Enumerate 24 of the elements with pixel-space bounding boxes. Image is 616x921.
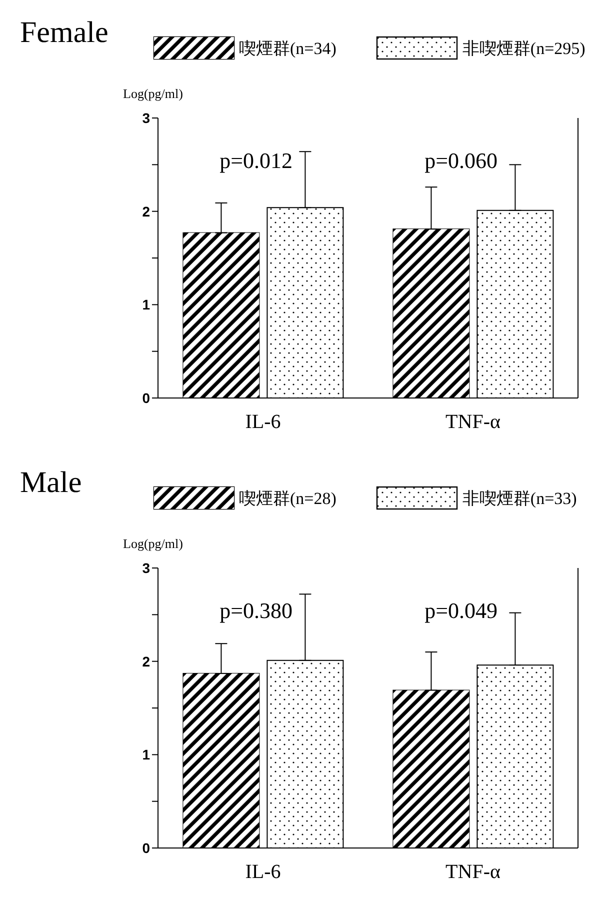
legend-label: 非喫煙群(n=295) (462, 38, 586, 60)
annotation: p=0.049 (424, 598, 498, 624)
y-tick-label: 0 (142, 390, 150, 406)
x-tick-label: TNF-α (446, 861, 501, 883)
y-tick-label: 0 (142, 840, 150, 856)
y-tick-label: 2 (142, 653, 150, 670)
y-tick-label: 1 (142, 746, 150, 763)
annotation: p=0.012 (218, 148, 292, 174)
x-tick-label: TNF-α (446, 411, 501, 433)
y-tick-label: 2 (142, 203, 150, 220)
legend-label: 喫煙群(n=34) (239, 38, 336, 60)
annotation: p=0.060 (424, 148, 498, 174)
y-axis-title: Log(pg/ml) (123, 536, 183, 552)
chart-title: Female (20, 16, 108, 50)
y-tick-label: 3 (142, 110, 150, 126)
legend-label: 喫煙群(n=28) (239, 488, 336, 510)
y-tick-label: 3 (142, 560, 150, 576)
legend-label: 非喫煙群(n=33) (462, 488, 577, 510)
x-tick-label: IL-6 (245, 861, 281, 883)
y-tick-label: 1 (142, 296, 150, 313)
annotation: p=0.380 (218, 598, 292, 624)
x-tick-label: IL-6 (245, 411, 281, 433)
y-axis-title: Log(pg/ml) (123, 86, 183, 102)
chart-title: Male (20, 466, 82, 500)
